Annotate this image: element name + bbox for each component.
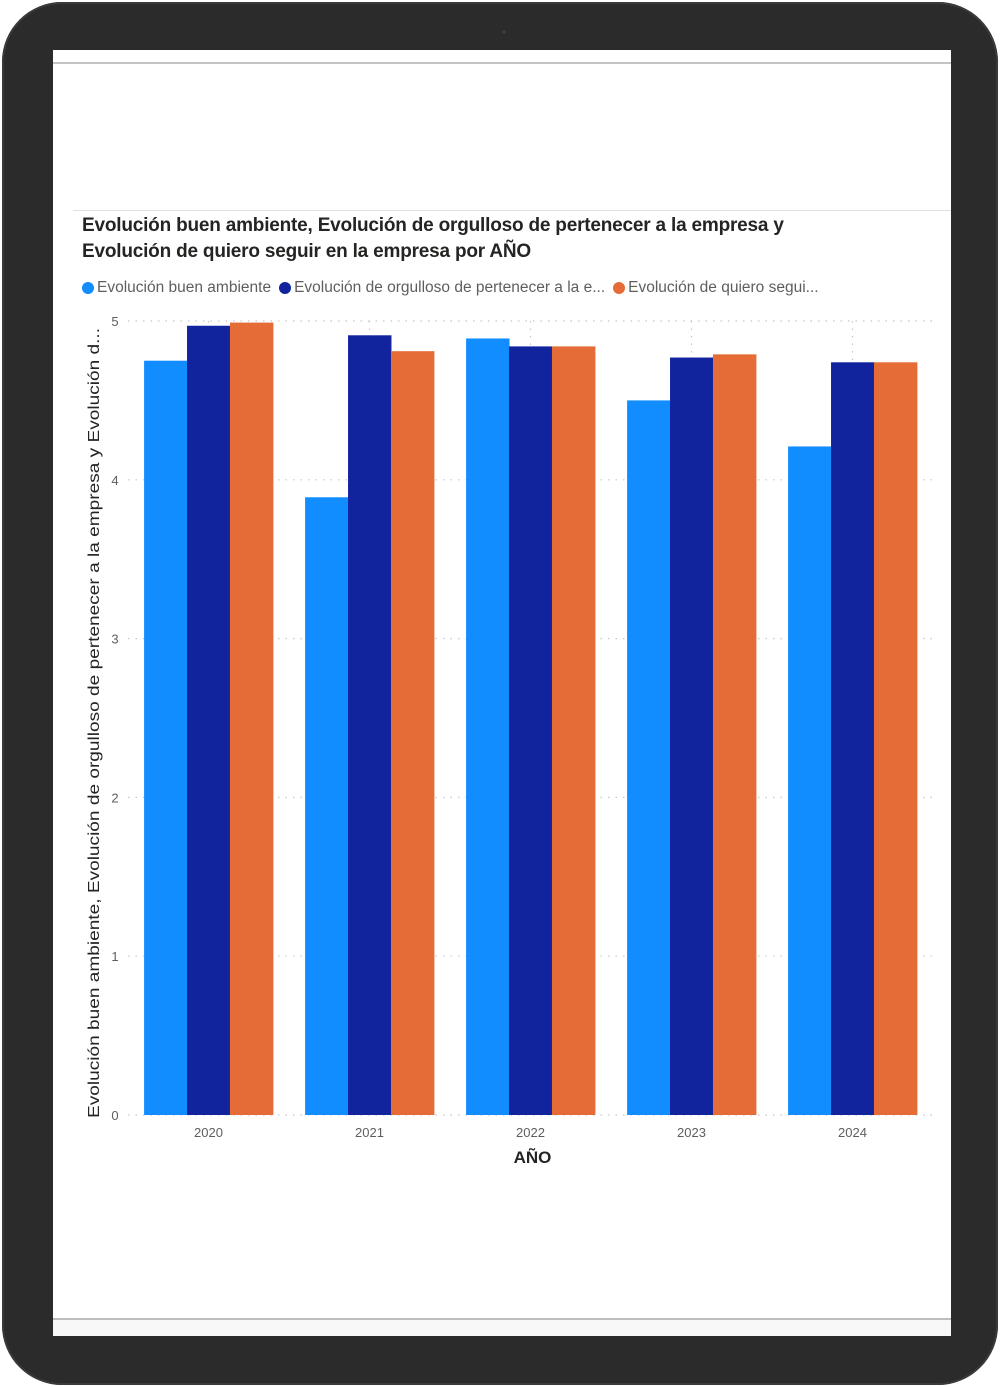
- x-tick-label: 2022: [516, 1125, 545, 1140]
- legend-dot-icon: [82, 282, 94, 294]
- bar-2021-series-2[interactable]: Evolución de quiero seguir en la empresa…: [390, 351, 435, 1115]
- bar-2023-series-2[interactable]: Evolución de quiero seguir en la empresa…: [712, 354, 757, 1115]
- bottom-bar: [53, 1320, 951, 1336]
- chart-title-line-2: Evolución de quiero seguir en la empresa…: [82, 241, 531, 262]
- bar-2023-series-0[interactable]: Evolución buen ambiente 2023: 4.5: [627, 400, 671, 1115]
- bar-2023-series-1[interactable]: Evolución de orgulloso de pertenecer a l…: [670, 357, 714, 1115]
- x-axis-title: AÑO: [514, 1147, 552, 1167]
- bar-2022-series-2[interactable]: Evolución de quiero seguir en la empresa…: [551, 346, 596, 1115]
- bar-2021-series-1[interactable]: Evolución de orgulloso de pertenecer a l…: [348, 335, 392, 1115]
- legend-item-orgulloso[interactable]: Evolución de orgulloso de pertenecer a l…: [279, 279, 605, 297]
- y-tick-label: 1: [111, 949, 118, 964]
- bar-2024-series-0[interactable]: Evolución buen ambiente 2024: 4.21: [788, 446, 832, 1115]
- x-tick-label: 2023: [677, 1125, 706, 1140]
- report-canvas: Evolución buen ambiente, Evolución de or…: [53, 50, 951, 1336]
- bottom-divider: [53, 1318, 951, 1320]
- camera-dot: [502, 30, 506, 34]
- legend-label: Evolución de orgulloso de pertenecer a l…: [294, 279, 606, 296]
- x-tick-label: 2024: [838, 1125, 867, 1140]
- y-tick-label: 4: [111, 473, 118, 488]
- bar-2020-series-0[interactable]: Evolución buen ambiente 2020: 4.75: [144, 360, 188, 1115]
- chart-title-line-1: Evolución buen ambiente, Evolución de or…: [82, 215, 784, 236]
- bar-2024-series-2[interactable]: Evolución de quiero seguir en la empresa…: [873, 362, 918, 1116]
- clustered-column-chart-visual[interactable]: Evolución buen ambiente, Evolución de or…: [73, 210, 951, 1191]
- y-tick-label: 5: [111, 314, 118, 329]
- chart-plot: 0 1 2 3 4 5 Evolución buen ambiente 2020: 4.75…: [86, 314, 933, 1167]
- y-axis-title: Evolución buen ambiente, Evolución de or…: [86, 328, 103, 1118]
- legend-item-buen-ambiente[interactable]: Evolución buen ambiente: [82, 279, 271, 297]
- bar-2022-series-0[interactable]: Evolución buen ambiente 2022: 4.89: [466, 338, 510, 1115]
- bar-2020-series-2[interactable]: Evolución de quiero seguir en la empresa…: [229, 322, 274, 1115]
- top-divider: [53, 62, 951, 64]
- x-tick-label: 2021: [355, 1125, 384, 1140]
- bar-2024-series-1[interactable]: Evolución de orgulloso de pertenecer a l…: [831, 362, 875, 1116]
- bar-2021-series-0[interactable]: Evolución buen ambiente 2021: 3.89: [305, 497, 349, 1115]
- y-tick-label: 0: [111, 1108, 118, 1123]
- legend-label: Evolución de quiero segui...: [628, 279, 819, 296]
- y-tick-label: 3: [111, 632, 118, 647]
- x-tick-label: 2020: [194, 1125, 223, 1140]
- chart-legend: Evolución buen ambiente Evolución de org…: [82, 279, 819, 297]
- legend-dot-icon: [613, 282, 626, 294]
- legend-label: Evolución buen ambiente: [97, 279, 272, 296]
- bar-2020-series-1[interactable]: Evolución de orgulloso de pertenecer a l…: [187, 325, 231, 1115]
- legend-dot-icon: [279, 282, 292, 294]
- bar-2022-series-1[interactable]: Evolución de orgulloso de pertenecer a l…: [509, 346, 553, 1115]
- legend-item-quiero-seguir[interactable]: Evolución de quiero segui...: [613, 279, 819, 297]
- y-tick-label: 2: [111, 790, 118, 805]
- chart-title: Evolución buen ambiente, Evolución de or…: [82, 213, 922, 265]
